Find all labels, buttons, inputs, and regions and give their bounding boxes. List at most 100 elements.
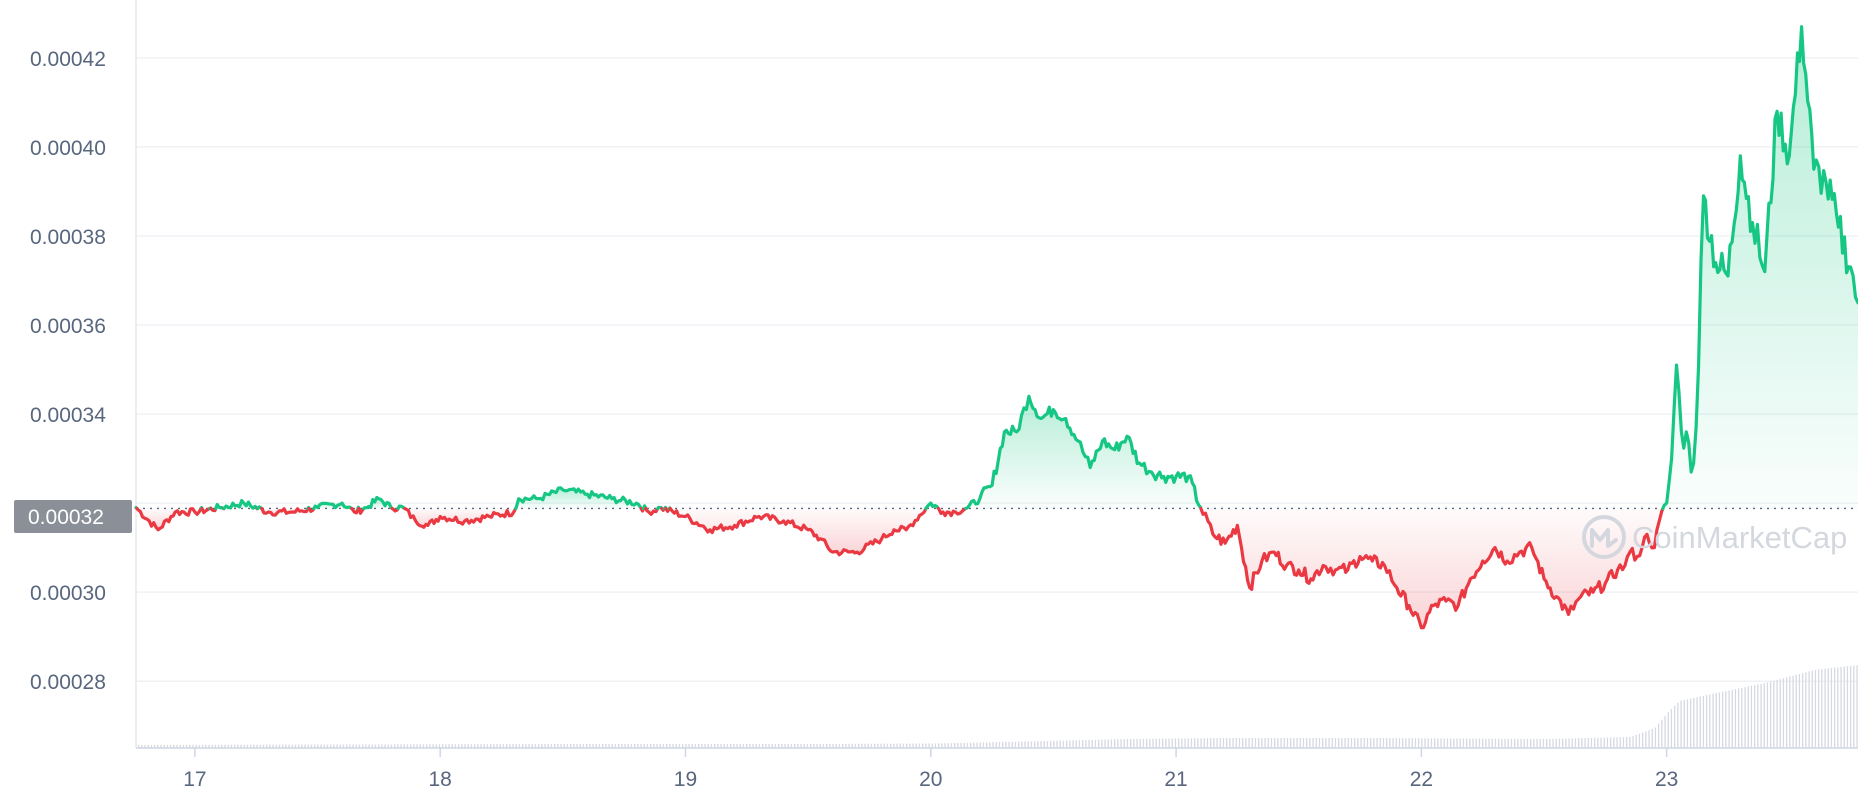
volume-bar [1843,666,1845,748]
volume-bar [1434,738,1436,748]
price-line-segment-down [1199,506,1665,630]
volume-bar [1603,737,1605,748]
volume-bar [1709,694,1711,748]
volume-bar [1450,738,1452,748]
volume-bar [1181,738,1183,748]
volume-bar [1802,673,1804,748]
volume-bar [189,744,191,748]
volume-bar [1139,738,1141,748]
volume-bar [1270,738,1273,748]
volume-bar [1811,670,1813,748]
volume-bar [778,744,780,748]
volume-bar [496,744,498,748]
volume-bar [406,744,409,748]
watermark-logo-icon [1582,515,1626,559]
price-line-segment-up [222,498,259,511]
volume-bar [154,745,156,748]
volume-bar [1821,669,1823,748]
volume-bar [333,744,335,748]
volume-bar [1318,738,1321,748]
volume-bar [442,744,444,748]
volume-bar [1712,693,1714,748]
volume-bar [477,744,479,748]
volume-bar [995,742,997,748]
volume-bar [1370,738,1372,748]
reference-tag-bg [14,500,132,533]
volume-bar [1210,738,1212,748]
volume-bar [1325,738,1327,748]
volume-bar [186,744,188,748]
volume-bar [621,744,623,748]
volume-bar [966,742,969,748]
volume-bar [1491,738,1493,748]
volume-bar [1728,690,1730,748]
volume-bar [160,744,162,748]
volume-bar [1011,741,1013,748]
volume-bar [909,743,911,748]
price-line-segment-down [668,506,928,557]
volume-bar [973,742,975,748]
volume-bar [362,744,364,748]
volume-bar [1168,738,1170,748]
volume-bar [534,744,537,748]
volume-bar [1594,737,1596,748]
volume-bar [1632,736,1634,748]
volume-bar [1142,738,1145,748]
volume-bar [246,744,249,748]
volume-bar [938,743,940,748]
volume-bar [387,744,389,748]
volume-bar [1021,741,1023,748]
volume-bar [1754,685,1756,748]
volume-bar [1600,737,1602,748]
volume-bar [947,743,949,748]
volume-bar [1386,738,1388,748]
volume-bar [576,744,578,748]
volume-bar [1226,738,1228,748]
volume-bar [240,744,242,748]
volume-bar [992,742,994,748]
volume-bar [797,744,799,748]
volume-bar [1283,738,1285,748]
volume-bar [432,744,434,748]
volume-bar [1482,738,1484,748]
volume-bar [1555,738,1557,748]
volume-bar [835,743,837,748]
volume-bar [1824,668,1826,748]
volume-bar [1706,695,1708,748]
volume-bar [1290,738,1292,748]
volume-bar [781,744,783,748]
volume-bar [330,744,332,748]
volume-bar [976,742,978,748]
volume-bar [858,743,860,748]
volume-bar [1258,738,1260,748]
area-above-reference [515,487,642,509]
volume-bar [1008,741,1010,748]
volume-bar [1002,742,1004,748]
volume-bar [829,743,831,748]
volume-bar [1565,738,1567,748]
volume-bar [381,744,383,748]
volume-bar [979,742,981,748]
volume-bar [515,744,517,748]
volume-bar [1254,738,1257,748]
volume-bar [1459,738,1461,748]
volume-bar [733,744,735,748]
volume-bar [1638,733,1641,748]
volume-bar [176,744,178,748]
x-tick-label: 18 [428,768,451,791]
x-tick-label: 19 [674,768,697,791]
volume-bar [1587,738,1589,748]
volume-bar [592,744,594,748]
volume-bar [269,744,271,748]
volume-bar [1443,738,1445,748]
volume-bar [1206,738,1209,748]
volume-bar [1664,715,1666,748]
volume-bar [810,744,812,748]
volume-bar [1763,683,1765,748]
volume-bar [998,742,1001,748]
volume-bar [502,744,505,748]
volume-bar [1827,668,1829,748]
volume-bar [726,744,729,748]
reference-tag-label: 0.00032 [28,506,104,529]
